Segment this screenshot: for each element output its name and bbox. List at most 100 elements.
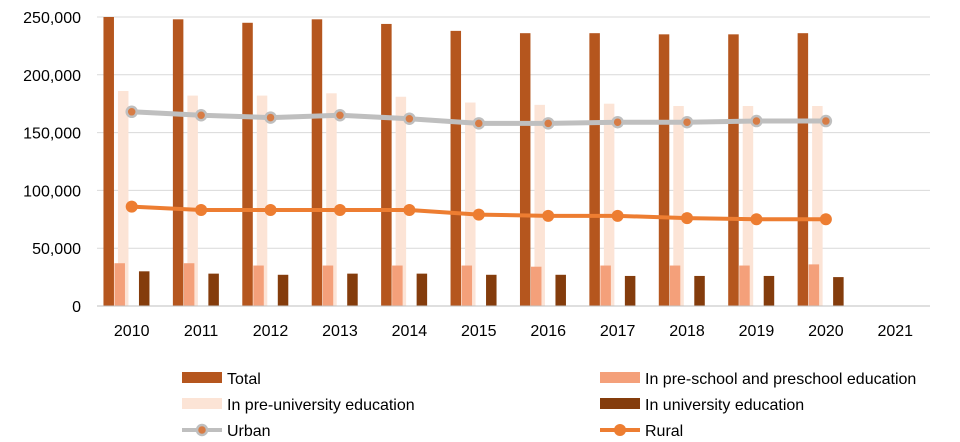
bar-total — [311, 19, 323, 306]
x-tick-label: 2020 — [808, 323, 844, 340]
x-tick-label: 2021 — [877, 323, 913, 340]
bar-in-university-education — [277, 274, 289, 306]
y-axis-ticks: 0 50,000 100,000 150,000 200,000 250,000 — [23, 10, 81, 316]
y-tick-label: 0 — [72, 299, 81, 316]
bar-in-university-education — [486, 274, 497, 306]
legend-item-total: Total — [182, 371, 261, 388]
bar-in-pre-school-and-preschool-education — [530, 266, 542, 306]
point-urban — [750, 114, 763, 128]
x-tick-label: 2014 — [392, 323, 428, 340]
legend-label: Rural — [645, 423, 683, 440]
x-tick-label: 2013 — [322, 323, 358, 340]
bar-in-pre-university-education — [603, 103, 615, 306]
bar-total — [103, 17, 114, 306]
lines — [125, 105, 833, 226]
bar-in-university-education — [416, 273, 428, 306]
bar-total — [450, 30, 462, 306]
x-tick-label: 2018 — [669, 323, 705, 340]
x-tick-label: 2016 — [530, 323, 566, 340]
point-rural — [403, 204, 416, 217]
bar-in-pre-school-and-preschool-education — [808, 264, 820, 306]
bar-total — [172, 19, 184, 306]
bar-in-university-education — [833, 277, 844, 306]
bar-in-pre-school-and-preschool-education — [739, 265, 750, 306]
point-urban — [680, 115, 694, 129]
legend-swatch — [182, 372, 222, 383]
point-urban — [333, 109, 347, 122]
y-tick-label: 100,000 — [23, 183, 81, 200]
point-rural — [195, 204, 208, 217]
legend-label: Urban — [227, 423, 271, 440]
bar-in-pre-school-and-preschool-education — [600, 265, 611, 306]
legend: Total In pre-school and preschool educati… — [182, 371, 916, 440]
point-urban — [472, 117, 486, 130]
point-rural — [472, 208, 485, 221]
bar-in-pre-university-education — [187, 95, 198, 306]
y-tick-label: 200,000 — [23, 68, 81, 85]
bar-in-university-education — [208, 273, 219, 306]
point-urban — [403, 112, 416, 125]
legend-item-in-university-education: In university education — [600, 397, 804, 414]
bar-in-pre-university-education — [812, 106, 823, 307]
y-tick-label: 250,000 — [23, 10, 81, 27]
legend-marker — [614, 424, 626, 436]
gridlines — [97, 16, 930, 249]
x-tick-label: 2019 — [739, 323, 775, 340]
legend-label: Total — [227, 371, 261, 388]
point-rural — [681, 212, 694, 225]
bar-in-university-education — [347, 273, 358, 306]
point-rural — [542, 209, 555, 222]
point-urban — [264, 111, 277, 124]
x-tick-label: 2015 — [461, 323, 497, 340]
bar-total — [797, 33, 809, 307]
y-tick-label: 150,000 — [23, 126, 81, 143]
legend-item-urban: Urban — [182, 423, 271, 440]
bar-in-university-education — [624, 275, 636, 306]
point-urban — [819, 114, 833, 128]
bar-in-university-education — [138, 271, 150, 306]
legend-label: In pre-university education — [227, 397, 415, 414]
point-rural — [750, 213, 763, 226]
bar-in-university-education — [763, 275, 775, 306]
bar-in-pre-school-and-preschool-education — [461, 265, 473, 306]
x-tick-label: 2012 — [253, 323, 289, 340]
legend-item-in-pre-university-education: In pre-university education — [182, 397, 415, 414]
bars — [103, 17, 844, 307]
point-urban — [194, 109, 208, 122]
x-axis-ticks: 2010 2011 2012 2013 2014 2015 2016 2017 2018 2019… — [114, 323, 913, 340]
bar-in-pre-school-and-preschool-education — [183, 263, 195, 306]
legend-item-in-pre-school-and-preschool-education: In pre-school and preschool education — [600, 371, 916, 388]
bar-in-pre-university-education — [534, 104, 545, 306]
bar-in-pre-school-and-preschool-education — [322, 265, 334, 306]
x-tick-label: 2010 — [114, 323, 150, 340]
legend-item-rural: Rural — [600, 423, 683, 440]
bar-in-pre-school-and-preschool-education — [669, 265, 681, 306]
legend-swatch — [600, 398, 640, 409]
bar-total — [381, 23, 392, 306]
point-rural — [125, 200, 138, 213]
bar-in-pre-university-education — [117, 90, 129, 306]
bar-in-pre-school-and-preschool-education — [114, 263, 125, 306]
legend-marker — [195, 423, 209, 437]
bar-total — [519, 33, 531, 307]
legend-label: In university education — [645, 397, 804, 414]
point-urban — [125, 105, 138, 119]
x-tick-label: 2011 — [184, 323, 219, 340]
point-rural — [819, 213, 832, 226]
bar-total — [658, 34, 670, 307]
bar-total — [728, 34, 739, 307]
x-tick-label: 2017 — [600, 323, 636, 340]
bar-total — [589, 33, 600, 307]
bar-in-pre-school-and-preschool-education — [392, 265, 403, 306]
legend-swatch — [600, 372, 640, 383]
bar-in-pre-university-education — [465, 102, 476, 306]
point-urban — [611, 115, 624, 129]
bar-in-pre-university-education — [673, 106, 684, 307]
legend-swatch — [182, 398, 222, 409]
bar-in-pre-university-education — [326, 93, 337, 307]
point-rural — [264, 204, 277, 217]
bar-in-pre-university-education — [742, 106, 754, 307]
bar-in-pre-university-education — [256, 95, 268, 306]
